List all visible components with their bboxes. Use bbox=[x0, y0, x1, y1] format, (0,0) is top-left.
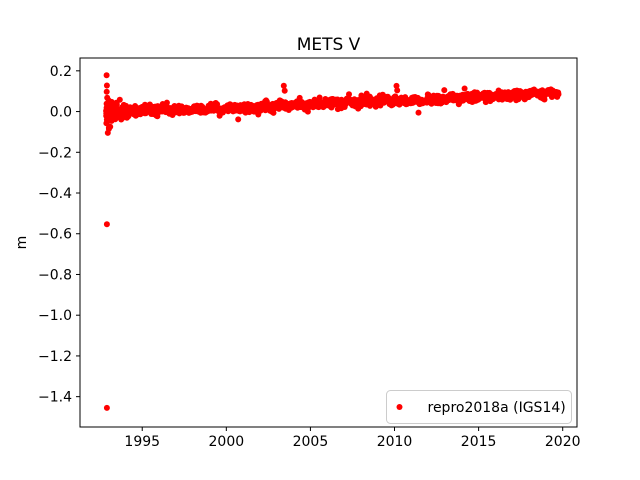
legend-box bbox=[386, 390, 572, 424]
y-tick-label: 0.0 bbox=[50, 105, 72, 121]
legend-label: repro2018a (IGS14) bbox=[428, 400, 566, 416]
y-tick-label: −0.4 bbox=[38, 186, 72, 202]
x-tick-label: 2015 bbox=[461, 434, 497, 450]
y-tick-label: −0.6 bbox=[38, 227, 72, 243]
y-tick-label: −1.2 bbox=[38, 349, 72, 365]
y-tick-label: −0.2 bbox=[38, 145, 72, 161]
y-tick-label: −1.0 bbox=[38, 308, 72, 324]
x-tick-label: 2010 bbox=[377, 434, 413, 450]
x-tick-label: 2000 bbox=[209, 434, 245, 450]
y-tick-label: −0.8 bbox=[38, 267, 72, 283]
x-tick-label: 1995 bbox=[124, 434, 160, 450]
legend-marker-icon bbox=[396, 404, 403, 410]
scatter-points bbox=[103, 72, 562, 411]
y-axis-label: m bbox=[14, 236, 30, 250]
x-tick-label: 2005 bbox=[293, 434, 329, 450]
chart-title: METS V bbox=[297, 35, 361, 55]
axes-spines bbox=[79, 57, 578, 428]
plot-background bbox=[80, 58, 577, 427]
y-tick-label: −1.4 bbox=[38, 390, 72, 406]
x-tick-label: 2020 bbox=[545, 434, 581, 450]
y-tick-label: 0.2 bbox=[50, 64, 72, 80]
legend: repro2018a (IGS14) bbox=[386, 390, 572, 424]
